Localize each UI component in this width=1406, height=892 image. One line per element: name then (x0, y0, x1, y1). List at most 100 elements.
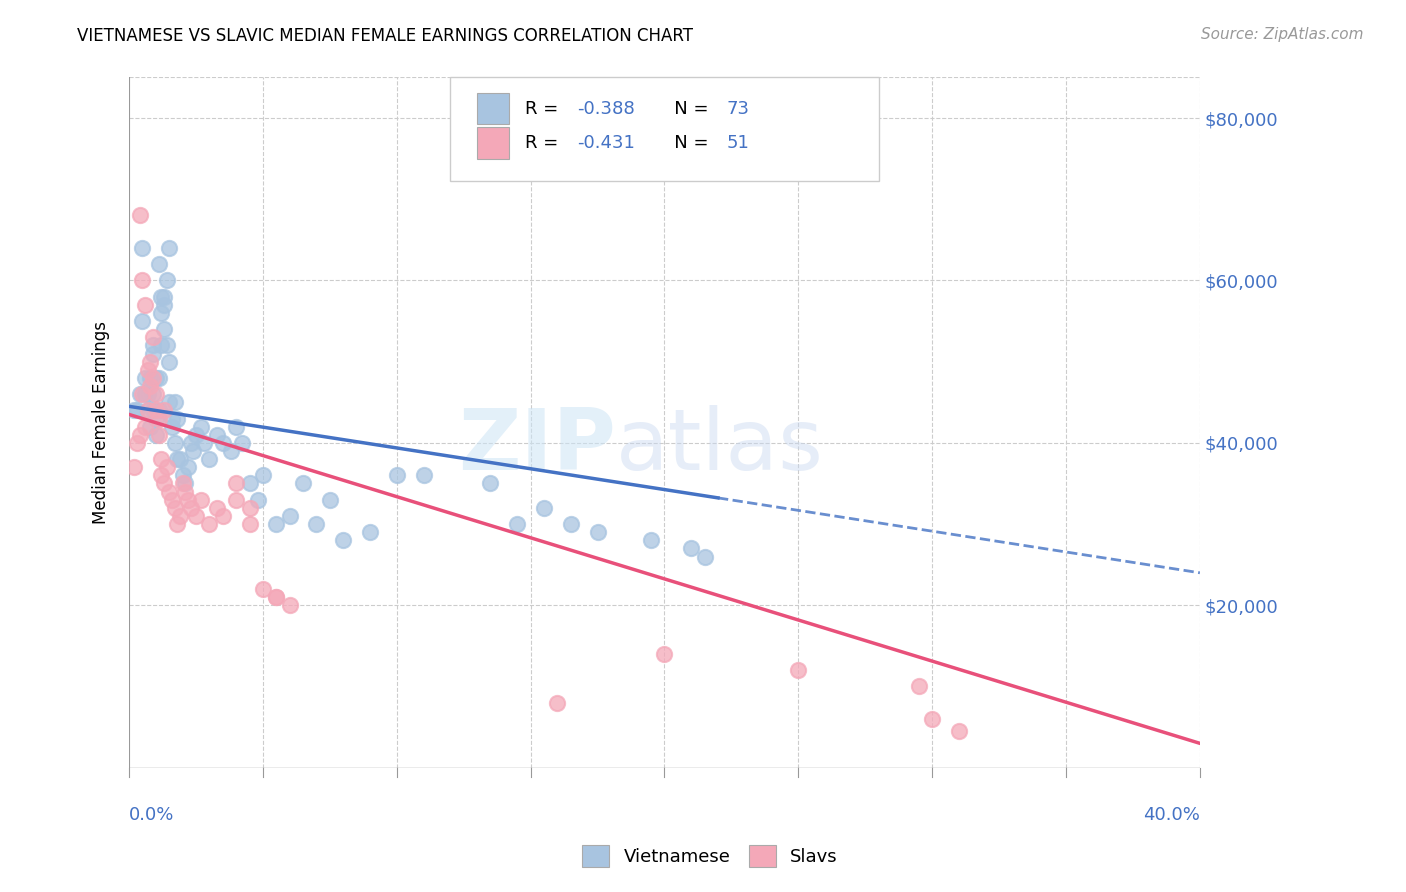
Point (506, 517, 529, 532)
Point (319, 492, 342, 507)
Point (134, 371, 156, 385)
Legend: Vietnamese, Slavs: Vietnamese, Slavs (575, 838, 845, 874)
Point (190, 419, 212, 434)
Point (238, 517, 260, 532)
Point (174, 484, 197, 499)
Point (160, 492, 183, 507)
Point (150, 338, 173, 352)
Point (150, 290, 173, 304)
Text: Source: ZipAtlas.com: Source: ZipAtlas.com (1201, 27, 1364, 42)
Point (174, 476, 197, 491)
Point (184, 508, 207, 523)
Point (907, 680, 929, 694)
Point (166, 411, 188, 425)
Point (145, 411, 167, 425)
Point (180, 500, 202, 515)
Point (225, 419, 247, 434)
Point (145, 371, 167, 385)
Point (184, 427, 207, 442)
Point (131, 241, 153, 255)
Point (136, 403, 159, 417)
FancyBboxPatch shape (450, 78, 879, 181)
Point (163, 395, 186, 409)
Point (219, 444, 242, 458)
Point (166, 452, 188, 467)
Point (246, 492, 269, 507)
Point (546, 696, 568, 710)
Point (157, 484, 180, 499)
Point (150, 468, 173, 483)
Point (211, 508, 233, 523)
Text: 0.0%: 0.0% (129, 805, 174, 823)
Point (560, 517, 582, 532)
Point (278, 599, 301, 613)
Point (148, 257, 170, 271)
Point (153, 322, 176, 336)
Point (131, 314, 153, 328)
Point (921, 712, 943, 726)
Point (238, 500, 260, 515)
Point (139, 419, 162, 434)
Point (155, 338, 177, 352)
Point (136, 363, 159, 377)
Point (231, 435, 253, 450)
Point (225, 492, 247, 507)
Point (172, 476, 194, 491)
Y-axis label: Median Female Earnings: Median Female Earnings (93, 321, 110, 524)
Text: ZIP: ZIP (458, 405, 616, 488)
Text: -0.388: -0.388 (576, 100, 634, 118)
Point (640, 533, 662, 548)
Point (359, 525, 381, 540)
Point (305, 517, 328, 532)
Point (142, 346, 165, 360)
Point (693, 549, 716, 564)
Point (148, 411, 170, 425)
Point (412, 468, 434, 483)
Text: N =: N = (657, 100, 714, 118)
Point (166, 517, 188, 532)
Text: 73: 73 (727, 100, 749, 118)
Point (180, 435, 202, 450)
Point (278, 508, 301, 523)
Point (139, 354, 162, 368)
Text: R =: R = (526, 134, 564, 152)
Point (153, 298, 176, 312)
Point (131, 273, 153, 287)
Point (127, 403, 149, 417)
Point (142, 330, 165, 344)
Point (142, 403, 165, 417)
Point (238, 476, 260, 491)
Point (124, 403, 146, 417)
Point (160, 419, 183, 434)
Point (150, 452, 173, 467)
Point (157, 354, 180, 368)
Point (193, 435, 215, 450)
Point (163, 435, 186, 450)
Text: N =: N = (657, 134, 714, 152)
Point (211, 435, 233, 450)
Point (332, 533, 354, 548)
Point (145, 427, 167, 442)
Text: -0.431: -0.431 (576, 134, 634, 152)
Point (139, 371, 162, 385)
Point (148, 403, 170, 417)
Point (142, 338, 165, 352)
Point (153, 476, 176, 491)
Point (128, 209, 150, 223)
Point (163, 500, 186, 515)
Point (266, 590, 288, 604)
Point (207, 500, 229, 515)
FancyBboxPatch shape (477, 93, 509, 124)
Point (169, 452, 191, 467)
Point (157, 241, 180, 255)
Point (134, 298, 156, 312)
Point (252, 582, 274, 596)
Point (533, 500, 555, 515)
Point (128, 427, 150, 442)
Point (787, 663, 810, 677)
FancyBboxPatch shape (477, 128, 509, 159)
Point (177, 460, 200, 475)
Point (153, 403, 176, 417)
Point (131, 387, 153, 401)
Point (266, 517, 288, 532)
